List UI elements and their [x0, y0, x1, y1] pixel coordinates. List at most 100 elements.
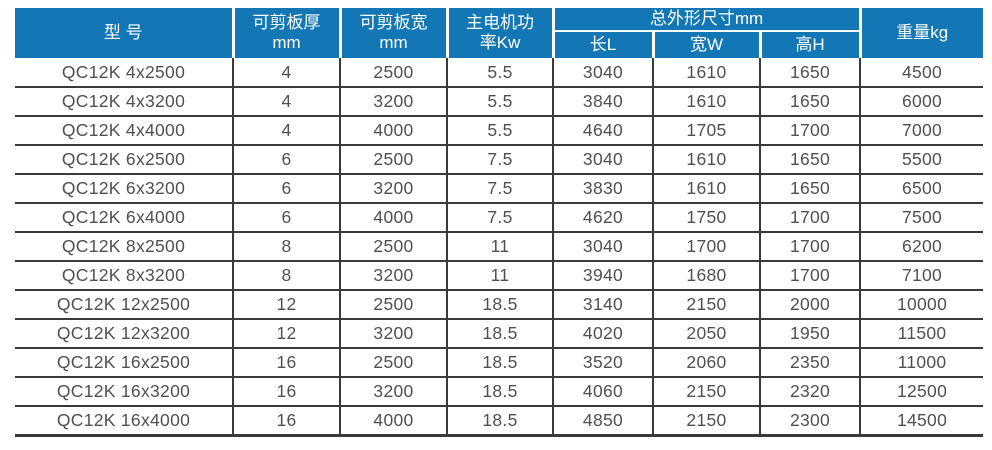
cell-thickness: 16 [232, 347, 340, 378]
cell-dim-height: 2000 [758, 289, 861, 320]
cell-dim-height: 2320 [758, 376, 861, 407]
cell-dim-length: 3520 [552, 347, 653, 378]
cell-weight: 11500 [859, 318, 984, 349]
cell-thickness: 8 [232, 231, 340, 262]
cell-model: QC12K 6x4000 [15, 202, 233, 233]
cell-weight: 6500 [859, 173, 984, 204]
cell-plate-width: 3200 [339, 173, 447, 204]
cell-plate-width: 2500 [339, 289, 447, 320]
cell-plate-width: 2500 [339, 58, 447, 88]
cell-dim-length: 3940 [552, 260, 653, 291]
cell-dim-width: 2060 [652, 347, 760, 378]
cell-dim-length: 4620 [552, 202, 653, 233]
cell-dim-length: 3040 [552, 58, 653, 88]
cell-power: 5.5 [446, 58, 553, 88]
cell-model: QC12K 4x3200 [15, 86, 233, 117]
cell-model: QC12K 4x2500 [61, 61, 186, 82]
cell-plate-width: 3200 [339, 86, 447, 117]
cell-dim-width: 1700 [652, 231, 760, 262]
header-weight: 重量kg [858, 8, 984, 59]
cell-dim-width: 1610 [652, 86, 760, 117]
cell-model: QC12K 4x4000 [15, 115, 233, 146]
cell-dim-length: 3140 [552, 289, 653, 320]
cell-dim-width: 1610 [652, 173, 760, 204]
cell-thickness: 4 [232, 58, 340, 88]
cell-power: 7.5 [446, 144, 553, 175]
cell-power: 11 [446, 260, 553, 291]
cell-plate-width: 4000 [339, 115, 447, 146]
header-dim-width: 宽W [651, 31, 760, 59]
cell-thickness: 16 [232, 376, 340, 407]
cell-weight: 7000 [859, 115, 984, 146]
cell-thickness: 6 [232, 202, 340, 233]
cell-plate-width: 2500 [339, 347, 447, 378]
table-row: QC12K 12x2500 12 2500 18.5 3140 2150 2000 10000 [15, 289, 984, 320]
cell-model: QC12K 8x2500 [15, 231, 233, 262]
table-row: QC12K 8x3200 8 3200 11 3940 1680 1700 7100 [15, 260, 984, 291]
cell-dim-width: 2150 [652, 289, 760, 320]
cell-thickness: 4 [232, 115, 340, 146]
cell-model: QC12K 6x2500 [15, 144, 233, 175]
table-row: QC12K 12x3200 12 3200 18.5 4020 2050 1950 11500 [15, 318, 984, 349]
cell-power: 18.5 [446, 347, 553, 378]
cell-model: QC12K 6x3200 [15, 173, 233, 204]
cell-dim-width: 2150 [652, 376, 760, 407]
cell-weight: 5500 [859, 144, 984, 175]
cell-weight: 6200 [859, 231, 984, 262]
cell-dim-width: 1680 [652, 260, 760, 291]
cell-dim-width: 2150 [652, 405, 760, 437]
cell-thickness: 6 [232, 173, 340, 204]
cell-thickness: 12 [232, 289, 340, 320]
header-power: 主电机功 率Kw [445, 8, 553, 59]
cell-dim-height: 1700 [758, 231, 861, 262]
cell-dim-length: 3040 [552, 144, 653, 175]
cell-model: QC12K 16x4000 [15, 405, 233, 437]
table-row: QC12K 4x3200 4 3200 5.5 3840 1610 1650 6000 [15, 86, 984, 117]
header-thickness: 可剪板厚 mm [231, 8, 340, 59]
spec-table: 型 号 可剪板厚 mm 可剪板宽 mm 主电机功 率Kw 总外形尺寸mm 重量k… [15, 8, 984, 437]
cell-dim-length: 3830 [552, 173, 653, 204]
cell-thickness: 8 [232, 260, 340, 291]
cell-thickness: 6 [232, 144, 340, 175]
cell-dim-length: 4060 [552, 376, 653, 407]
header-model: 型 号 [15, 8, 233, 59]
cell-plate-width: 2500 [339, 144, 447, 175]
cell-dim-height: 1700 [758, 202, 861, 233]
cell-dim-height: 2350 [758, 347, 861, 378]
cell-dim-width: 1610 [652, 58, 760, 88]
cell-dim-height: 2300 [758, 405, 861, 437]
cell-power: 5.5 [446, 86, 553, 117]
cell-dim-width: 2050 [652, 318, 760, 349]
cell-weight: 6000 [859, 86, 984, 117]
cell-weight: 10000 [859, 289, 984, 320]
cell-dim-length: 3840 [552, 86, 653, 117]
cell-weight: 7100 [859, 260, 984, 291]
table-row: QC12K 16x4000 16 4000 18.5 4850 2150 2300 14500 [15, 405, 984, 437]
cell-model: QC12K 16x2500 [15, 347, 233, 378]
cell-power: 11 [446, 231, 553, 262]
cell-power: 7.5 [446, 173, 553, 204]
cell-dim-height: 1650 [758, 144, 861, 175]
cell-dim-width: 1705 [652, 115, 760, 146]
table-row: QC12K 6x2500 6 2500 7.5 3040 1610 1650 5500 [15, 144, 984, 175]
cell-thickness: 12 [232, 318, 340, 349]
header-dims-group: 总外形尺寸mm [551, 8, 861, 33]
cell-power: 5.5 [446, 115, 553, 146]
cell-power: 18.5 [446, 376, 553, 407]
cell-dim-height: 1650 [758, 86, 861, 117]
cell-dim-height: 1950 [758, 318, 861, 349]
table-body: QC12K 4x2500 4 2500 5.5 3040 1610 1650 4500 QC12… [15, 58, 984, 437]
cell-plate-width: 3200 [339, 318, 447, 349]
cell-power: 18.5 [446, 405, 553, 437]
cell-dim-length: 3040 [552, 231, 653, 262]
table-row: QC12K 6x3200 6 3200 7.5 3830 1610 1650 6500 [15, 173, 984, 204]
header-plate-width: 可剪板宽 mm [338, 8, 447, 59]
cell-dim-width: 1750 [652, 202, 760, 233]
table-row: QC12K 8x2500 8 2500 11 3040 1700 1700 6200 [15, 231, 984, 262]
cell-model: QC12K 8x3200 [15, 260, 233, 291]
cell-dim-length: 4850 [552, 405, 653, 437]
cell-power: 7.5 [446, 202, 553, 233]
cell-dim-length: 4640 [552, 115, 653, 146]
cell-plate-width: 4000 [339, 202, 447, 233]
cell-dim-height: 1650 [758, 58, 861, 88]
